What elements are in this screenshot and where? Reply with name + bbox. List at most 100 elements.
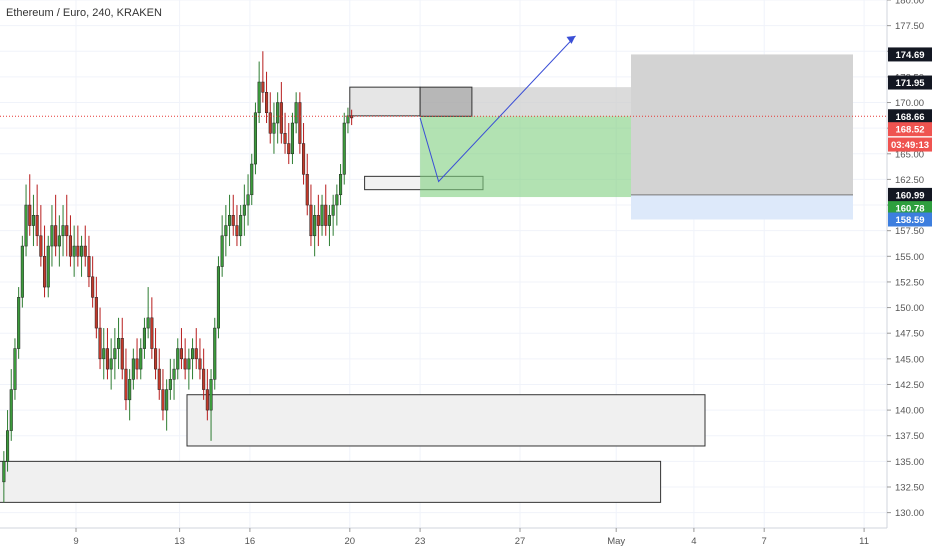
y-tick-label: 142.50 — [895, 380, 924, 391]
y-tick-label: 162.50 — [895, 175, 924, 186]
candle-body — [209, 379, 213, 411]
candle-body — [320, 204, 324, 226]
position-entry-box[interactable] — [419, 86, 473, 117]
candle-body — [202, 368, 206, 390]
projection-box[interactable] — [631, 54, 853, 220]
x-tick-label: 20 — [345, 536, 356, 547]
x-tick-label: 13 — [174, 536, 185, 547]
candle-body — [131, 358, 135, 380]
candle-body — [17, 297, 21, 349]
candle-body — [87, 256, 91, 278]
candle-body — [102, 348, 106, 360]
candle-body — [342, 122, 346, 175]
candle-body — [113, 348, 117, 360]
candle-body — [135, 358, 139, 370]
zone-demand-zone-1[interactable] — [186, 394, 706, 447]
candle-body — [168, 379, 172, 390]
price-label: 03:49:13 — [891, 140, 929, 151]
y-tick-label: 155.00 — [895, 252, 924, 263]
candle-body — [331, 204, 335, 216]
x-tick-label: 16 — [245, 536, 256, 547]
candle-body — [235, 225, 239, 237]
y-tick-label: 132.50 — [895, 482, 924, 493]
x-tick-label: 11 — [859, 536, 869, 547]
candle-body — [117, 338, 121, 349]
price-label: 160.78 — [895, 204, 924, 215]
candle-body — [239, 215, 243, 237]
candle-body — [54, 225, 58, 247]
price-label: 160.99 — [895, 190, 924, 201]
candle-body — [261, 81, 265, 93]
candle-body — [9, 389, 13, 431]
candle-body — [65, 225, 69, 237]
candle-body — [316, 215, 320, 226]
candle-body — [276, 102, 280, 124]
candle-body — [324, 204, 328, 226]
candle-body — [94, 297, 98, 329]
y-tick-label: 137.50 — [895, 431, 924, 442]
chart-title: Ethereum / Euro, 240, KRAKEN — [6, 7, 162, 19]
time-axis[interactable]: 9 13 16 20 23 27 May 4 7 11 — [0, 527, 887, 550]
candle-body — [98, 327, 102, 360]
price-label-bg — [888, 187, 932, 202]
candle-body — [91, 276, 95, 298]
x-tick-label: 4 — [691, 536, 696, 547]
chart-zones[interactable] — [0, 86, 706, 503]
projection-line[interactable] — [419, 35, 576, 183]
candle-body — [335, 194, 339, 206]
candle-body — [268, 112, 272, 134]
y-tick-label: 165.00 — [895, 149, 924, 160]
candle-body — [198, 358, 202, 370]
candle-body — [265, 92, 269, 114]
candle-body — [76, 245, 80, 257]
candle-body — [339, 174, 343, 196]
time-axis-bg — [0, 528, 887, 550]
candle-body — [46, 245, 50, 288]
y-tick-label: 150.00 — [895, 303, 924, 314]
candle-body — [302, 143, 306, 175]
candle-body — [194, 348, 198, 360]
zone-resistance-box[interactable] — [349, 86, 421, 117]
projection-path[interactable] — [419, 35, 576, 183]
candle-body — [68, 235, 73, 257]
candle-body — [43, 256, 47, 288]
candle-body — [294, 102, 298, 124]
candle-body — [124, 368, 128, 401]
candlestick-series — [2, 51, 354, 503]
candle-body — [279, 102, 283, 134]
y-tick-label: 180.00 — [895, 0, 924, 7]
x-tick-label: 7 — [762, 536, 767, 547]
zone-demand-zone-2[interactable] — [0, 460, 662, 503]
candle-body — [80, 245, 84, 257]
candle-body — [205, 389, 209, 411]
x-tick-label: 27 — [515, 536, 526, 547]
candle-body — [2, 461, 6, 483]
price-label-bg — [888, 137, 932, 152]
candle-body — [157, 368, 161, 390]
candle-body — [272, 122, 276, 134]
candle-body — [50, 225, 54, 247]
candle-body — [35, 215, 39, 237]
price-label: 174.69 — [895, 50, 924, 61]
price-label-bg — [888, 75, 932, 90]
price-label-bg — [888, 201, 932, 216]
price-label: 168.66 — [895, 112, 924, 123]
position-stop-area[interactable] — [420, 116, 631, 198]
candle-body — [305, 174, 309, 206]
price-label-bg — [888, 47, 932, 62]
candle-body — [165, 389, 169, 411]
right-box-lower[interactable] — [631, 194, 853, 220]
candle-body — [109, 358, 113, 370]
long-position-tool[interactable] — [419, 86, 631, 198]
price-axis-bg — [887, 0, 932, 550]
candle-body — [146, 317, 150, 329]
right-box-upper[interactable] — [631, 54, 853, 195]
x-tick-label: 9 — [73, 536, 78, 547]
candle-body — [57, 235, 61, 247]
price-label-bg — [888, 109, 932, 124]
candle-body — [13, 348, 17, 390]
candle-body — [309, 204, 313, 237]
x-tick-label: 23 — [415, 536, 426, 547]
y-tick-label: 147.50 — [895, 329, 924, 340]
